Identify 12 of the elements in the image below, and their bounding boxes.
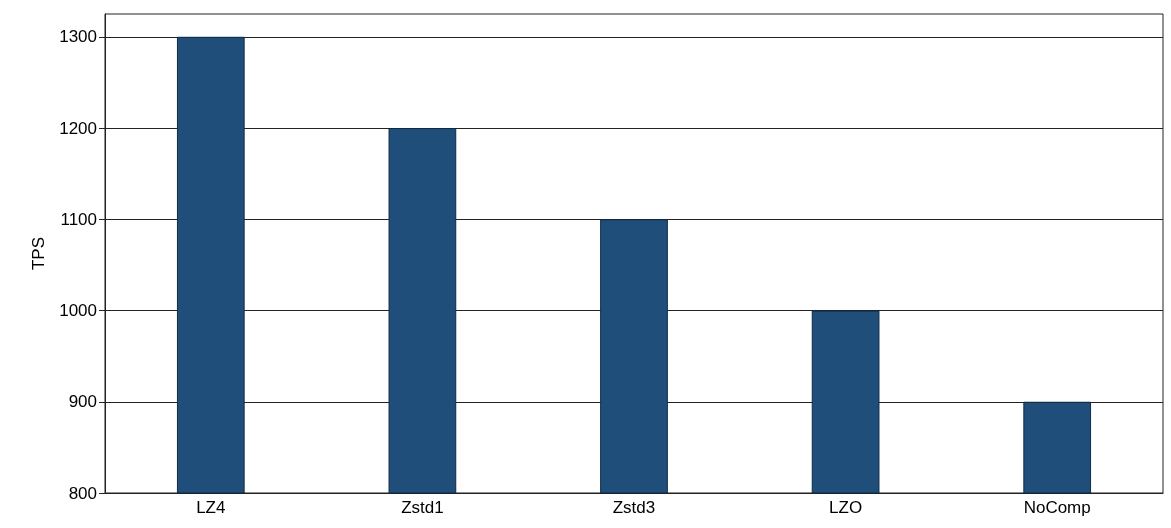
y-tick-label: 1100 [60, 209, 97, 229]
y-tick-label: 800 [68, 483, 97, 503]
x-tick-label: LZO [829, 498, 863, 517]
y-tick-label: 900 [68, 392, 97, 412]
x-tick-label: LZ4 [196, 498, 226, 517]
y-tick-label: 1200 [59, 118, 97, 138]
y-tick-label: 1300 [59, 27, 97, 47]
x-tick-label: Zstd1 [401, 498, 444, 517]
x-tick-label: NoComp [1023, 498, 1091, 517]
y-tick-label: 1000 [59, 301, 97, 321]
x-tick-label: Zstd3 [612, 498, 656, 517]
y-axis-title: TPS [29, 236, 48, 271]
